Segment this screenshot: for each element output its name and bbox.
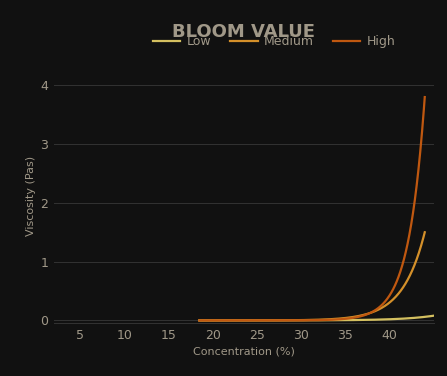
Medium: [331, 317, 336, 321]
Low: [431, 314, 436, 318]
High: [197, 318, 202, 323]
Low: [308, 318, 313, 323]
High: [331, 317, 336, 322]
High: [319, 318, 324, 322]
Medium: [304, 318, 309, 322]
High: [422, 95, 427, 99]
Low: [197, 318, 202, 323]
Low: [336, 318, 342, 323]
High: [381, 300, 387, 305]
Medium: [197, 318, 202, 323]
Medium: [305, 318, 311, 322]
Y-axis label: Viscosity (Pas): Viscosity (Pas): [26, 155, 36, 236]
Low: [425, 314, 430, 319]
Low: [389, 317, 394, 321]
High: [304, 318, 309, 323]
Title: BLOOM VALUE: BLOOM VALUE: [172, 23, 315, 41]
Low: [309, 318, 315, 323]
Medium: [422, 230, 427, 235]
Medium: [417, 249, 422, 254]
Line: Low: Low: [199, 316, 434, 320]
Medium: [319, 317, 324, 322]
High: [305, 318, 311, 323]
Legend: Low, Medium, High: Low, Medium, High: [148, 30, 400, 53]
Line: Medium: Medium: [199, 232, 425, 320]
Medium: [381, 304, 387, 309]
Low: [324, 318, 329, 323]
Line: High: High: [199, 97, 425, 320]
High: [417, 159, 422, 163]
X-axis label: Concentration (%): Concentration (%): [193, 346, 295, 356]
